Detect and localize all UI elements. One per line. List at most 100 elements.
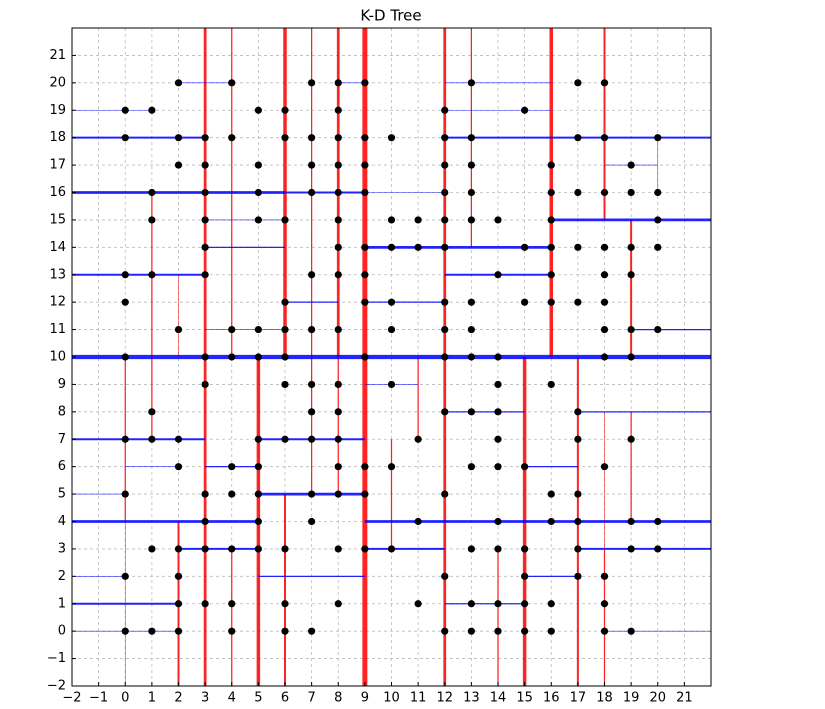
y-tick-label: 17: [49, 158, 66, 173]
point: [441, 106, 449, 114]
point: [467, 79, 475, 87]
point: [441, 298, 449, 306]
point: [441, 134, 449, 142]
point: [600, 572, 609, 580]
point: [281, 353, 289, 361]
point: [467, 545, 475, 553]
x-tick-label: 11: [410, 691, 427, 706]
point: [361, 463, 369, 471]
point: [627, 353, 635, 361]
point: [627, 325, 635, 334]
point: [387, 463, 396, 471]
point: [228, 600, 236, 608]
point: [334, 435, 342, 443]
x-tick-label: 7: [307, 691, 315, 706]
point: [441, 161, 449, 169]
point: [308, 271, 316, 279]
point: [521, 545, 529, 553]
point: [547, 380, 555, 389]
point: [228, 134, 236, 142]
point: [254, 188, 262, 197]
y-tick-label: 5: [58, 487, 66, 502]
point: [574, 243, 582, 251]
point: [361, 545, 369, 553]
point: [201, 134, 209, 142]
point: [308, 188, 316, 197]
point: [361, 271, 369, 279]
point: [467, 600, 475, 608]
point: [361, 298, 369, 306]
point: [441, 572, 449, 580]
point: [627, 435, 635, 443]
point: [201, 243, 209, 251]
point: [281, 134, 289, 142]
point: [121, 271, 129, 279]
y-tick-label: 20: [49, 75, 66, 90]
point: [121, 627, 129, 635]
point: [228, 353, 236, 361]
point: [281, 298, 289, 306]
point: [441, 353, 449, 361]
point: [387, 216, 396, 224]
y-tick-label: 4: [58, 514, 66, 529]
point: [547, 161, 555, 169]
point: [148, 545, 156, 553]
point: [254, 490, 262, 498]
y-tick-label: 14: [49, 240, 66, 255]
point: [600, 600, 609, 608]
y-tick-label: 11: [49, 322, 66, 337]
y-tick-label: 12: [49, 295, 66, 310]
point: [121, 298, 129, 306]
point: [334, 380, 342, 389]
x-tick-label: 5: [254, 691, 262, 706]
point: [600, 463, 609, 471]
point: [254, 517, 262, 526]
point: [547, 517, 555, 526]
point: [228, 627, 236, 635]
point: [228, 79, 236, 87]
point: [308, 408, 316, 416]
point: [361, 353, 369, 361]
point: [600, 243, 609, 251]
point: [574, 572, 582, 580]
point: [148, 106, 156, 114]
point: [467, 188, 475, 197]
point: [627, 188, 635, 197]
point: [228, 490, 236, 498]
y-tick-label: 16: [49, 185, 66, 200]
point: [174, 545, 183, 553]
point: [494, 463, 502, 471]
point: [361, 161, 369, 169]
x-tick-label: 21: [676, 691, 693, 706]
point: [254, 435, 262, 443]
point: [441, 627, 449, 635]
x-tick-label: 0: [121, 691, 129, 706]
point: [334, 463, 342, 471]
point: [201, 490, 209, 498]
point: [387, 380, 396, 389]
x-tick-label: −2: [62, 691, 81, 706]
point: [361, 188, 369, 197]
point: [574, 134, 582, 142]
point: [334, 545, 342, 553]
point: [521, 463, 529, 471]
point: [334, 161, 342, 169]
point: [654, 216, 662, 224]
point: [308, 161, 316, 169]
point: [254, 545, 262, 553]
point: [521, 298, 529, 306]
x-tick-label: 12: [436, 691, 453, 706]
point: [547, 490, 555, 498]
point: [654, 545, 662, 553]
point: [201, 161, 209, 169]
point: [334, 600, 342, 608]
point: [600, 298, 609, 306]
point: [334, 106, 342, 114]
point: [174, 600, 183, 608]
point: [494, 380, 502, 389]
y-tick-label: 19: [49, 103, 66, 118]
point: [254, 353, 262, 361]
point: [627, 161, 635, 169]
x-tick-label: −1: [89, 691, 108, 706]
